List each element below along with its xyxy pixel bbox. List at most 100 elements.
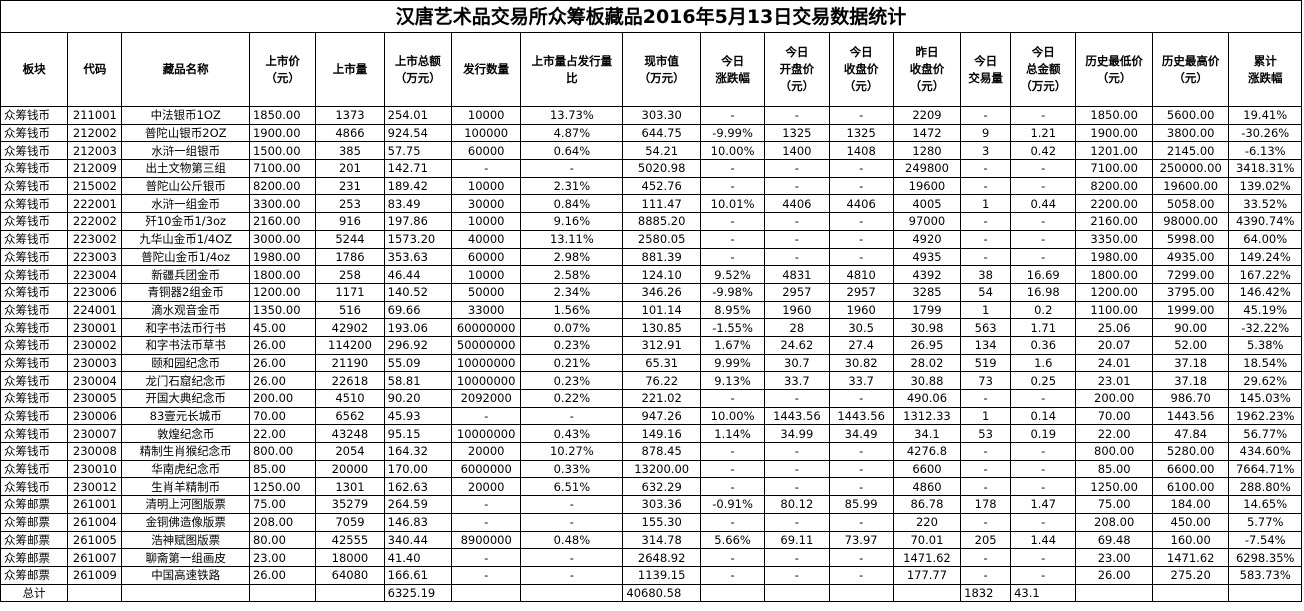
- cell-listing-qty: 7059: [315, 512, 385, 532]
- header-today-volume: 今日 交易量: [960, 32, 1012, 107]
- cell-prev-close: 1472: [892, 123, 962, 143]
- cell-today-amount: -: [1010, 477, 1077, 497]
- table-row: 众筹钱币 230006 83壹元长城币 70.00 6562 45.93- -947.26 1…: [0, 406, 1302, 426]
- header-line: 上市总额: [394, 53, 441, 68]
- cell-hist-high: 986.70: [1151, 389, 1230, 408]
- cell-today-amount: 0.42: [1010, 141, 1077, 161]
- cell-market-value: 644.75: [622, 123, 701, 143]
- cell-code: 212009: [67, 159, 123, 178]
- cell-code: 261009: [67, 565, 123, 585]
- cell-hist-high: 90.00: [1151, 318, 1230, 337]
- cell-issue-qty: 2092000: [450, 389, 522, 408]
- cell-listing-qty: 20000: [315, 459, 385, 479]
- cell-listing-ratio: 0.22%: [520, 389, 624, 408]
- total-spacer-price: [248, 583, 317, 602]
- cell-today-change: -: [699, 442, 766, 461]
- total-spacer-name: [121, 583, 250, 602]
- cell-listing-qty: 1301: [315, 477, 385, 497]
- cell-cum-change: 19.41%: [1228, 106, 1302, 125]
- cell-today-amount: -: [1010, 389, 1077, 408]
- cell-prev-close: 4935: [892, 247, 962, 267]
- cell-today-volume: 563: [960, 318, 1012, 337]
- cell-today-open: 2957: [764, 282, 830, 302]
- cell-listing-ratio: 1.56%: [520, 300, 624, 320]
- cell-listing-ratio: 0.23%: [520, 371, 624, 390]
- cell-today-amount: 16.69: [1010, 265, 1077, 284]
- cell-today-open: -: [764, 229, 830, 249]
- cell-today-amount: -: [1010, 442, 1077, 461]
- cell-listing-qty: 35279: [315, 495, 385, 514]
- cell-today-open: 69.11: [764, 530, 830, 550]
- header-line: （元）: [1096, 70, 1132, 85]
- cell-today-open: -: [764, 442, 830, 461]
- cell-item-name: 浩神赋图版票: [121, 530, 250, 550]
- cell-hist-low: 1200.00: [1075, 282, 1153, 302]
- cell-cum-change: -32.22%: [1228, 318, 1302, 337]
- cell-today-volume: 9: [960, 123, 1012, 143]
- cell-item-name: 华南虎纪念币: [121, 459, 250, 479]
- cell-today-volume: 1: [960, 300, 1012, 320]
- cell-today-volume: 1: [960, 194, 1012, 214]
- header-line: （元）: [265, 70, 300, 85]
- header-line: 收盘价: [843, 62, 879, 76]
- total-spacer-open: [764, 583, 830, 602]
- cell-today-close: 27.4: [828, 335, 894, 355]
- cell-prev-close: 4860: [892, 477, 962, 497]
- cell-sector: 众筹钱币: [0, 442, 69, 461]
- cell-hist-high: 52.00: [1151, 335, 1230, 355]
- cell-today-change: -: [699, 212, 766, 231]
- cell-issue-qty: 60000: [450, 141, 522, 161]
- cell-listing-amount: 41.40: [383, 548, 452, 567]
- header-line: 上市价: [265, 53, 300, 68]
- cell-code: 224001: [67, 300, 123, 320]
- cell-sector: 众筹钱币: [0, 389, 69, 408]
- cell-cum-change: 64.00%: [1228, 229, 1302, 249]
- cell-listing-ratio: 0.64%: [520, 141, 624, 161]
- cell-today-volume: -: [960, 247, 1012, 267]
- cell-today-amount: -: [1010, 229, 1077, 249]
- cell-today-amount: 0.44: [1010, 194, 1077, 214]
- table-row: 众筹邮票 261001 清明上河图版票 75.00 35279 264.59- -303.3…: [0, 495, 1302, 514]
- cell-today-change: -: [699, 565, 766, 585]
- cell-today-volume: 134: [960, 335, 1012, 355]
- cell-listing-amount: 264.59: [383, 495, 452, 514]
- total-volume: 1832: [960, 583, 1012, 602]
- cell-listing-price: 208.00: [248, 512, 317, 532]
- cell-listing-price: 7100.00: [248, 159, 317, 178]
- cell-item-name: 中国高速铁路: [121, 565, 250, 585]
- header-line: 涨跌幅: [715, 70, 750, 85]
- cell-hist-high: 37.18: [1151, 371, 1230, 390]
- total-listing-amount: 6325.19: [383, 583, 452, 602]
- cell-item-name: 青铜器2组金币: [121, 282, 250, 302]
- header-cum-change: 累计 涨跌幅: [1228, 32, 1302, 107]
- cell-listing-qty: 4510: [315, 389, 385, 408]
- cell-market-value: 346.26: [622, 282, 701, 302]
- header-today-close: 今日 收盘价 （元）: [828, 32, 894, 107]
- cell-prev-close: 1312.33: [892, 406, 962, 426]
- cell-listing-ratio: 0.84%: [520, 194, 624, 214]
- cell-today-open: -: [764, 389, 830, 408]
- cell-today-amount: -: [1010, 159, 1077, 178]
- cell-code: 230002: [67, 335, 123, 355]
- cell-prev-close: 4276.8: [892, 442, 962, 461]
- cell-today-volume: 73: [960, 371, 1012, 390]
- cell-hist-low: 208.00: [1075, 512, 1153, 532]
- cell-today-change: -: [699, 512, 766, 532]
- cell-listing-qty: 916: [315, 212, 385, 231]
- cell-today-close: -: [828, 512, 894, 532]
- table-row: 众筹钱币 230002 和字书法币草书 26.00 114200 296.92 500000…: [0, 335, 1302, 355]
- cell-item-name: 生肖羊精制币: [121, 477, 250, 497]
- header-prev-close: 昨日 收盘价 （元）: [892, 32, 962, 107]
- cell-listing-ratio: 2.34%: [520, 282, 624, 302]
- cell-hist-low: 7100.00: [1075, 159, 1153, 178]
- header-line: （万元）: [394, 70, 441, 85]
- cell-issue-qty: -: [450, 159, 522, 178]
- cell-listing-price: 1350.00: [248, 300, 317, 320]
- cell-item-name: 和字书法币草书: [121, 335, 250, 355]
- cell-today-change: -: [699, 176, 766, 196]
- header-listing-qty: 上市量: [315, 32, 385, 107]
- cell-listing-qty: 21190: [315, 353, 385, 373]
- cell-item-name: 中法银币1OZ: [121, 106, 250, 125]
- table-row: 众筹钱币 222001 水浒一组金币 3300.00 253 83.49 30000 0.84…: [0, 194, 1302, 214]
